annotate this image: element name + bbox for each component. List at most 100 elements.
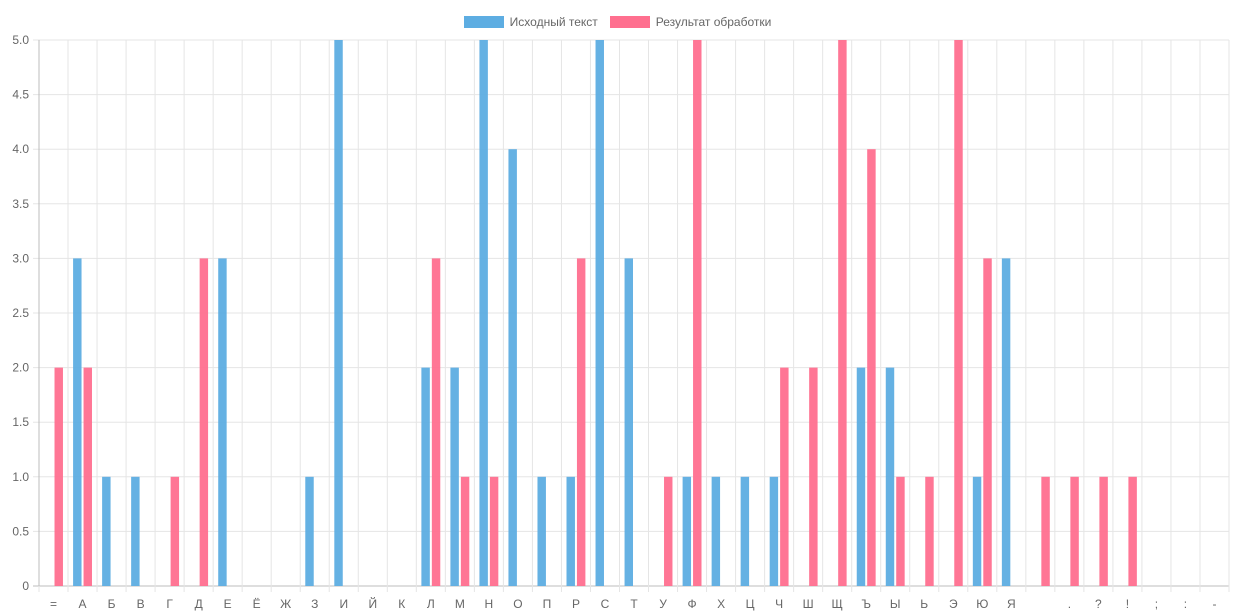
y-tick-label: 2.0 <box>12 361 29 375</box>
bar-series-1 <box>537 476 546 586</box>
x-tick-label: : <box>1184 597 1187 611</box>
legend-item-series-2[interactable]: Результат обработки <box>609 15 772 29</box>
x-tick-label: Г <box>166 597 173 611</box>
legend-swatch-series-2 <box>609 16 650 28</box>
x-tick-label: В <box>137 597 145 611</box>
bar-series-1 <box>218 258 227 586</box>
bar-series-1 <box>595 40 604 586</box>
bar-series-1 <box>885 367 895 586</box>
legend-item-series-1[interactable]: Исходный текст <box>463 15 598 29</box>
bar-series-2 <box>896 476 905 586</box>
x-tick-label: Я <box>1007 597 1016 611</box>
x-tick-label: У <box>659 597 667 611</box>
bar-series-2 <box>983 258 992 586</box>
legend-swatch-series-1 <box>463 16 504 28</box>
bar-series-1 <box>334 40 343 586</box>
x-tick-label: - <box>1212 597 1216 611</box>
bar-series-2 <box>809 367 818 586</box>
bar-series-2 <box>431 258 441 586</box>
bar-series-2 <box>664 476 673 586</box>
x-tick-label: . <box>1068 597 1071 611</box>
bar-series-1 <box>769 476 779 586</box>
bar-series-1 <box>1001 258 1011 586</box>
y-tick-label: 4.0 <box>12 142 29 156</box>
x-tick-label: Х <box>717 597 725 611</box>
x-tick-label: Ю <box>976 597 988 611</box>
x-tick-label: Л <box>427 597 435 611</box>
x-tick-label: Р <box>572 597 580 611</box>
bar-series-1 <box>566 476 575 586</box>
x-tick-label: И <box>339 597 348 611</box>
y-tick-label: 1.5 <box>12 415 29 429</box>
x-tick-label: Т <box>630 597 638 611</box>
bar-series-2 <box>460 476 470 586</box>
bar-series-1 <box>682 476 692 586</box>
x-tick-label: Е <box>224 597 232 611</box>
x-tick-label: Д <box>195 597 203 611</box>
y-tick-label: 1.0 <box>12 470 29 484</box>
bar-series-2 <box>780 367 789 586</box>
x-tick-label: К <box>398 597 405 611</box>
bar-series-2 <box>867 149 876 586</box>
x-tick-label: ? <box>1095 597 1102 611</box>
y-tick-label: 2.5 <box>12 306 29 320</box>
bar-series-1 <box>73 258 82 586</box>
x-tick-label: Й <box>368 596 377 611</box>
bar-series-2 <box>170 476 180 586</box>
bar-series-2 <box>489 476 499 586</box>
x-tick-label: Ч <box>775 597 783 611</box>
bar-series-1 <box>131 476 140 586</box>
x-tick-label: О <box>513 597 522 611</box>
x-tick-label: Б <box>108 597 116 611</box>
bar-series-2 <box>576 258 586 586</box>
bar-series-2 <box>83 367 92 586</box>
bar-series-2 <box>1070 476 1079 586</box>
x-tick-label: ; <box>1155 597 1158 611</box>
x-tick-label: Н <box>485 597 494 611</box>
bar-series-2 <box>1099 476 1108 586</box>
bar-series-1 <box>450 367 459 586</box>
bar-series-1 <box>624 258 633 586</box>
chart-legend: Исходный текст Результат обработки <box>0 12 1235 32</box>
x-tick-label: Ё <box>253 597 261 611</box>
bar-series-1 <box>711 476 721 586</box>
x-tick-label: С <box>601 597 610 611</box>
x-tick-label: Ш <box>803 597 814 611</box>
bar-series-2 <box>838 40 847 586</box>
x-tick-label: А <box>79 597 87 611</box>
y-tick-label: 3.0 <box>12 251 29 265</box>
bar-series-1 <box>479 40 488 586</box>
bar-series-1 <box>508 149 517 586</box>
bar-series-2 <box>925 476 934 586</box>
bar-series-1 <box>102 476 111 586</box>
x-tick-label: Щ <box>832 597 843 611</box>
bar-series-1 <box>972 476 982 586</box>
legend-label-series-2: Результат обработки <box>655 15 772 29</box>
x-tick-label: З <box>311 597 318 611</box>
legend-label-series-1: Исходный текст <box>509 15 598 29</box>
bar-series-2 <box>199 258 209 586</box>
bar-series-2 <box>693 40 702 586</box>
x-tick-label: Ж <box>280 597 291 611</box>
bar-series-2 <box>54 367 63 586</box>
bar-series-1 <box>421 367 430 586</box>
x-tick-label: М <box>455 597 465 611</box>
bar-series-2 <box>954 40 963 586</box>
x-tick-label: Ц <box>746 597 755 611</box>
y-tick-label: 3.5 <box>12 197 29 211</box>
x-tick-label: Ъ <box>861 597 871 611</box>
x-tick-label: ! <box>1126 597 1129 611</box>
y-tick-label: 4.5 <box>12 88 29 102</box>
x-tick-label: П <box>543 597 552 611</box>
bar-series-1 <box>856 367 866 586</box>
y-tick-label: 5.0 <box>12 33 29 47</box>
bar-series-2 <box>1041 476 1050 586</box>
x-tick-label: = <box>50 597 57 611</box>
y-tick-label: 0 <box>22 579 29 593</box>
x-tick-label: Э <box>949 597 958 611</box>
x-tick-label: Ф <box>687 597 696 611</box>
x-tick-label: Ы <box>890 597 901 611</box>
y-tick-label: 0.5 <box>12 524 29 538</box>
bar-series-1 <box>305 476 314 586</box>
